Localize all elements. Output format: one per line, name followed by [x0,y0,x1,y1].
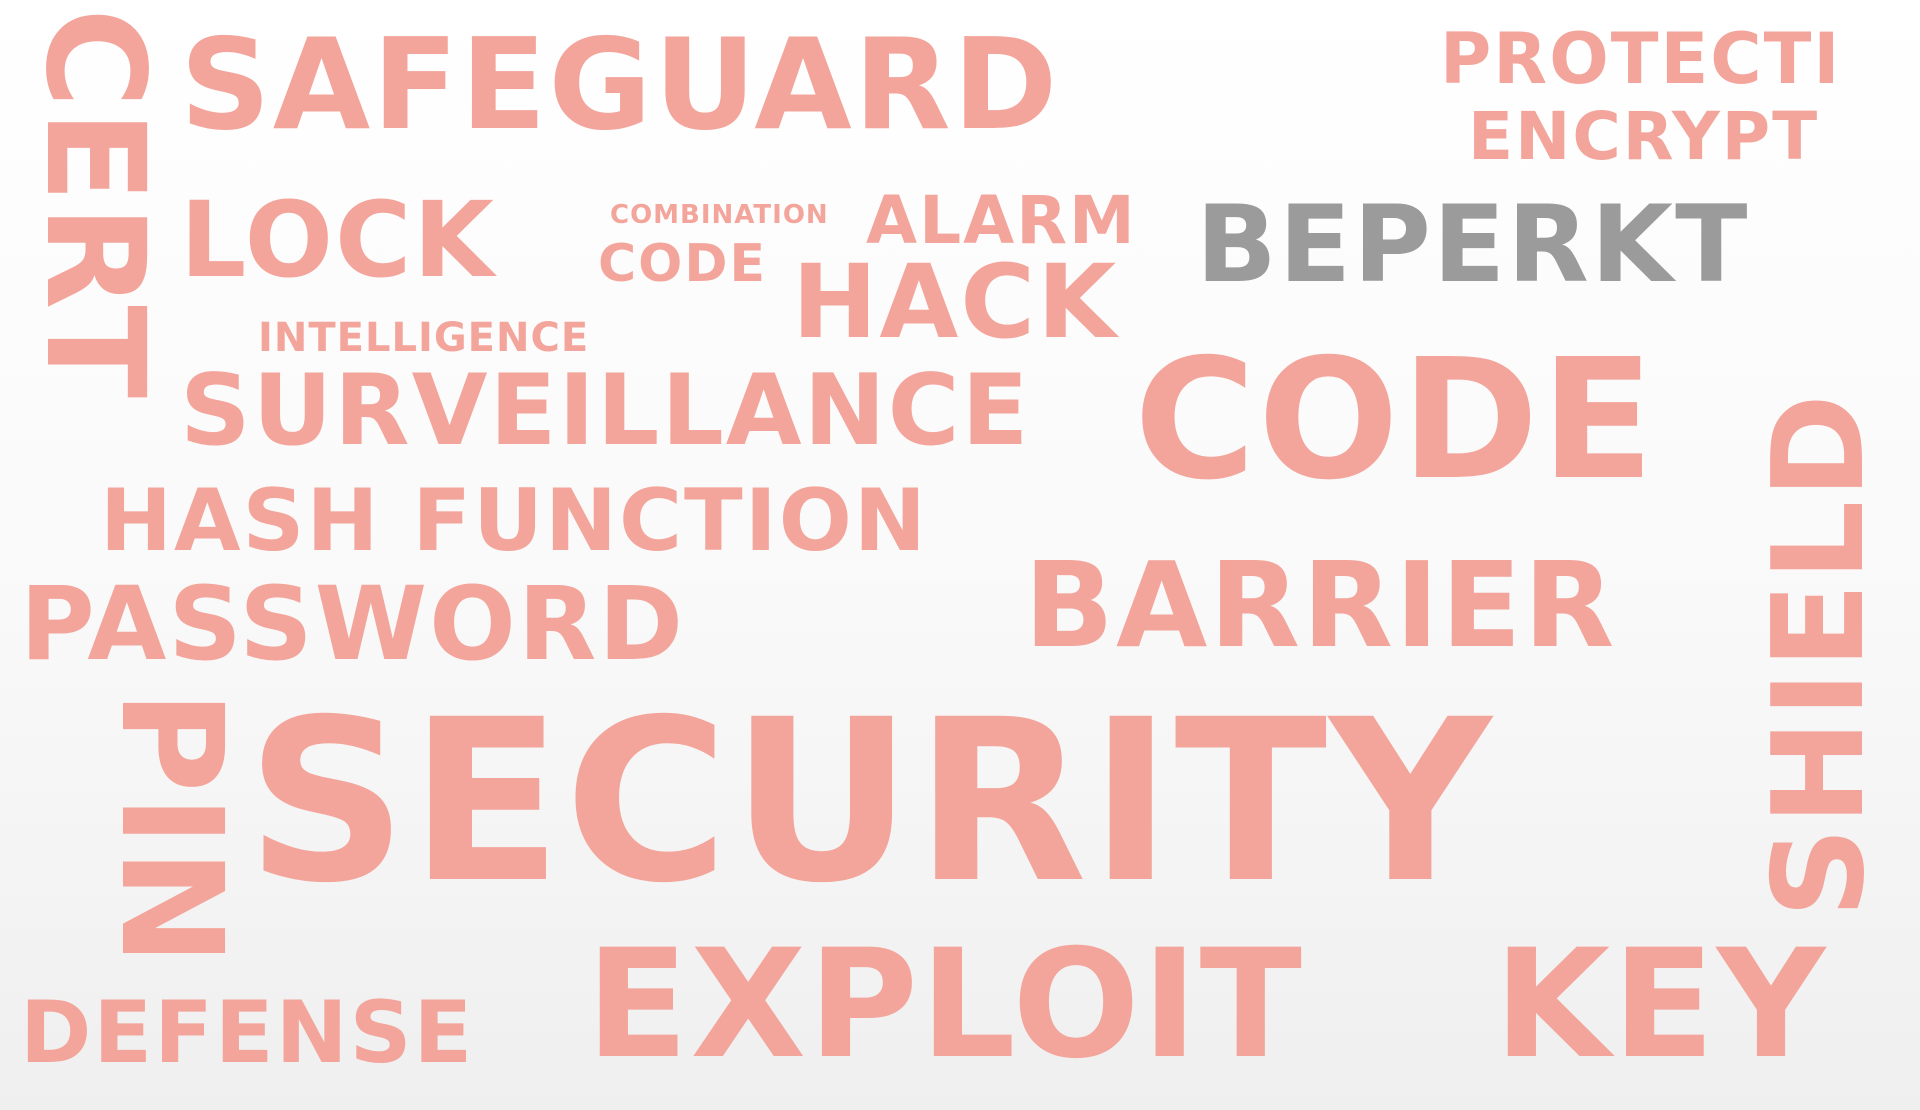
word-protecti: PROTECTI [1440,18,1842,100]
word-pin: PIN [89,690,252,968]
word-password: PASSWORD [20,565,686,684]
word-intelligence: INTELLIGENCE [258,315,590,361]
word-encrypt: ENCRYPT [1468,98,1820,175]
word-shield: SHIELD [1745,391,1892,918]
word-defense: DEFENSE [20,983,475,1083]
word-cert: CERT [15,8,173,401]
word-hack: HACK [792,243,1119,362]
word-hash-function: HASH FUNCTION [100,471,928,571]
word-exploit: EXPLOIT [586,918,1304,1092]
word-beperkt: BEPERKT [1196,183,1750,306]
word-lock: LOCK [180,179,496,301]
word-security: SECURITY [246,671,1494,932]
word-barrier: BARRIER [1024,536,1617,674]
word-combination: COMBINATION [610,200,829,230]
word-code-small: CODE [598,234,768,294]
word-code-large: CODE [1134,324,1657,517]
word-surveillance: SURVEILLANCE [180,354,1031,468]
word-key: KEY [1494,918,1828,1092]
word-alarm: ALARM [866,182,1137,259]
word-safeguard: SAFEGUARD [180,11,1060,158]
